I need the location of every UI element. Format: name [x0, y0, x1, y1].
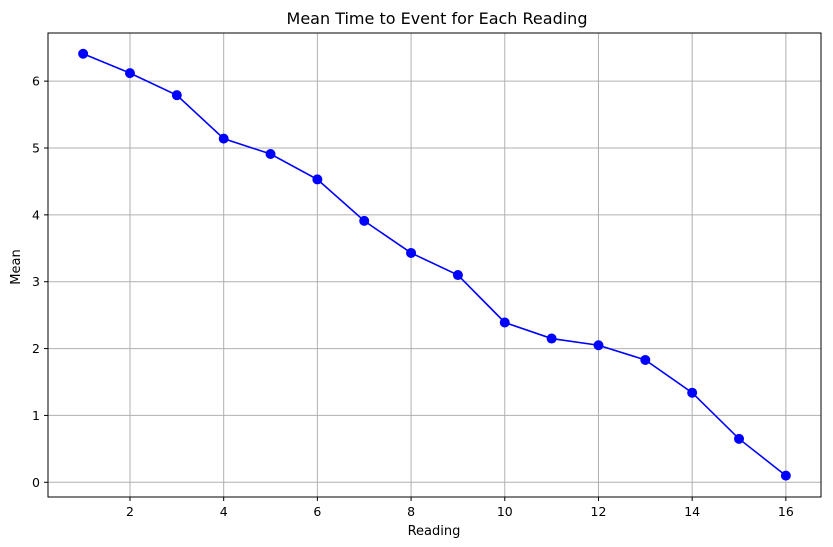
- y-tick-label: 5: [32, 140, 40, 155]
- y-tick-label: 0: [32, 475, 40, 490]
- data-point-marker: [687, 387, 698, 398]
- x-tick-label: 2: [126, 504, 134, 519]
- series-line: [82, 52, 787, 477]
- data-point-marker: [124, 68, 135, 79]
- x-tick-label: 16: [778, 504, 794, 519]
- data-point-marker: [452, 270, 463, 281]
- x-axis-ticks: 2 4 6 8 10 12 14 16: [126, 497, 794, 519]
- data-point-marker: [499, 317, 510, 328]
- x-tick-label: 6: [313, 504, 321, 519]
- data-point-marker: [78, 48, 89, 59]
- plot-frame: [47, 32, 822, 498]
- data-point-marker: [218, 133, 229, 144]
- chart-title: Mean Time to Event for Each Reading: [287, 9, 588, 28]
- y-tick-label: 6: [32, 74, 40, 89]
- axes-frame: [47, 32, 822, 498]
- x-tick-label: 4: [220, 504, 228, 519]
- y-tick-label: 3: [32, 274, 40, 289]
- data-point-marker: [171, 90, 182, 101]
- x-tick-label: 10: [497, 504, 513, 519]
- series-layer: [78, 48, 791, 481]
- data-point-marker: [640, 354, 651, 365]
- data-point-marker: [359, 215, 370, 226]
- data-point-marker: [593, 340, 604, 351]
- y-axis-ticks: 0 1 2 3 4 5 6: [32, 74, 48, 490]
- data-point-marker: [546, 333, 557, 344]
- data-point-marker: [734, 433, 745, 444]
- data-point-marker: [265, 149, 276, 160]
- x-axis-label: Reading: [408, 524, 461, 539]
- x-tick-label: 14: [684, 504, 700, 519]
- x-tick-label: 8: [407, 504, 415, 519]
- data-point-marker: [312, 174, 323, 185]
- y-tick-label: 1: [32, 408, 40, 423]
- y-tick-label: 4: [32, 207, 40, 222]
- x-tick-label: 12: [591, 504, 607, 519]
- y-tick-label: 2: [32, 341, 40, 356]
- data-point-marker: [406, 247, 417, 258]
- data-point-marker: [780, 470, 791, 481]
- grid-layer: [48, 33, 821, 497]
- y-axis-label: Mean: [9, 249, 24, 284]
